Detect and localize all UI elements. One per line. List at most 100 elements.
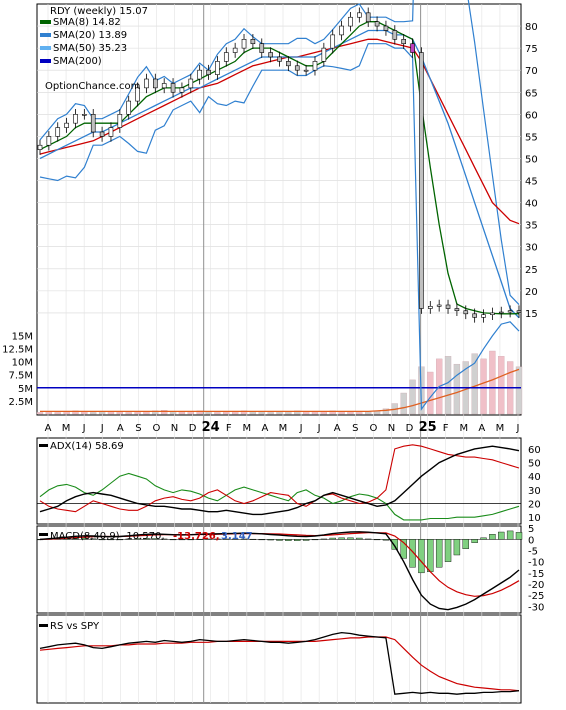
macd-histogram-bar xyxy=(134,538,141,540)
adx-tick-label: 50 xyxy=(528,459,541,470)
volume-bar xyxy=(81,411,88,415)
volume-bar xyxy=(116,411,123,415)
volume-tick-label: 5M xyxy=(18,384,33,395)
candle-body xyxy=(427,306,433,309)
macd-histogram-bar xyxy=(294,539,301,541)
adx-panel-frame xyxy=(36,437,522,525)
month-tick-label: 25 xyxy=(419,420,437,435)
adx-tick-label: 20 xyxy=(528,500,541,511)
month-tick-label: M xyxy=(279,423,288,434)
adx-line xyxy=(39,445,520,516)
candle-body xyxy=(507,310,513,313)
macd-histogram-bar xyxy=(506,530,514,540)
month-tick-label: A xyxy=(45,423,52,434)
price-panel-frame xyxy=(36,3,522,416)
macd-histogram-bar xyxy=(320,538,328,540)
macd-histogram-bar xyxy=(356,537,363,540)
candle-body xyxy=(436,304,442,307)
candle-body xyxy=(46,136,52,146)
candle-body xyxy=(135,87,140,102)
volume-bar xyxy=(427,371,434,415)
macd-histogram-bar xyxy=(258,539,265,541)
macd-histogram-bar xyxy=(400,539,407,559)
macd-histogram-bar xyxy=(338,537,345,540)
volume-bar xyxy=(267,412,274,415)
candle-body xyxy=(392,30,398,40)
candle-body xyxy=(73,114,78,124)
volume-bar xyxy=(480,358,487,415)
macd-histogram-bar xyxy=(178,539,186,541)
candle-body xyxy=(179,87,185,93)
candle-body xyxy=(277,56,282,62)
adx-legend-label: ADX(14) 58.69 xyxy=(50,441,124,452)
price-tick-label: 30 xyxy=(525,243,538,254)
volume-average-line xyxy=(40,368,520,413)
candle-body xyxy=(445,304,451,309)
price-tick-label: 20 xyxy=(525,287,538,298)
legend-label-sma200: SMA(200) xyxy=(53,56,102,67)
candle-body xyxy=(330,34,336,49)
macd-histogram-bar xyxy=(347,537,354,540)
volume-tick-label: 7.5M xyxy=(8,371,33,382)
macd-histogram-bar xyxy=(267,539,274,541)
volume-bar xyxy=(400,392,407,415)
price-tick-label: 15 xyxy=(525,309,538,320)
volume-bar xyxy=(515,366,523,415)
price-tick-label: 65 xyxy=(525,88,538,99)
candle-body xyxy=(232,47,238,53)
macd-histogram-bar xyxy=(125,538,132,540)
month-tick-label: S xyxy=(352,423,358,434)
macd-tick-label: -30 xyxy=(528,602,544,613)
volume-bar xyxy=(214,412,221,415)
volume-bar xyxy=(347,411,354,415)
price-tick-label: 75 xyxy=(525,44,538,55)
legend-swatch-sma20 xyxy=(40,33,51,37)
macd-histogram-bar xyxy=(205,538,212,540)
macd-histogram-bar xyxy=(435,539,443,568)
candle-body xyxy=(294,65,300,71)
watermark: OptionChance.com xyxy=(45,81,140,92)
macd-tick-label: -5 xyxy=(528,547,538,558)
volume-bar xyxy=(489,350,496,415)
volume-bar xyxy=(98,411,106,415)
chart-title: RDY (weekly) 15.07 xyxy=(50,6,148,17)
adx-layer xyxy=(37,444,521,521)
macd-histogram-bar xyxy=(107,539,115,541)
candle-body xyxy=(419,52,424,309)
volume-bar xyxy=(453,363,461,415)
volume-tick-label: 10M xyxy=(12,358,33,369)
volume-bar xyxy=(90,412,97,415)
macd-histogram-bar xyxy=(249,538,257,540)
month-tick-label: F xyxy=(226,423,232,434)
price-layer xyxy=(37,0,522,411)
rs-panel-frame xyxy=(36,614,522,704)
candle-body xyxy=(99,131,105,137)
volume-bar xyxy=(471,353,478,415)
macd-histogram-bar xyxy=(365,538,372,540)
price-legend: RDY (weekly) 15.07 SMA(8) 14.82 SMA(20) … xyxy=(40,6,148,92)
candle-body xyxy=(64,122,69,128)
month-tick-label: D xyxy=(189,423,197,434)
macd-histogram-bar xyxy=(409,539,416,568)
macd-histogram-bar xyxy=(187,539,194,541)
macd-histogram-bar xyxy=(285,539,292,541)
candle-body xyxy=(490,312,495,315)
month-tick-label: J xyxy=(299,423,303,434)
candle-body xyxy=(410,43,415,53)
candle-body xyxy=(250,39,256,45)
macd-histogram-bar xyxy=(231,538,239,540)
candle-body xyxy=(37,144,43,150)
month-tick-label: S xyxy=(135,423,141,434)
month-tick-label: M xyxy=(496,423,505,434)
price-tick-label: 25 xyxy=(525,265,538,276)
month-tick-label: F xyxy=(443,423,449,434)
legend-swatch-sma8 xyxy=(40,20,51,24)
volume-bar xyxy=(45,411,53,415)
macd-histogram-bar xyxy=(223,538,230,540)
macd-legend: MACD(8,40,9) -10.570, -13.726, 3.147 xyxy=(39,531,253,542)
candle-body xyxy=(206,69,211,75)
rs-legend-label: RS vs SPY xyxy=(50,621,100,632)
macd-histogram-bar xyxy=(240,538,248,540)
macd-histogram-bar xyxy=(90,538,97,540)
